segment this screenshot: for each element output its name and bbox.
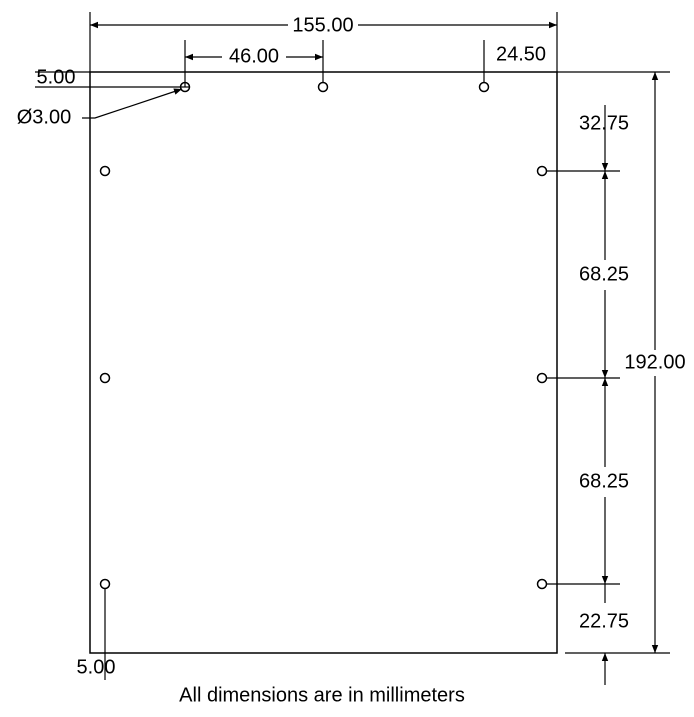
dimension-label: 22.75 xyxy=(579,610,629,632)
hole xyxy=(99,578,111,590)
hole xyxy=(478,81,490,93)
dimension-label: Ø3.00 xyxy=(17,106,71,128)
label-bg xyxy=(222,46,286,68)
dimension-label: 5.00 xyxy=(77,656,116,678)
hole xyxy=(536,165,548,177)
footnote: All dimensions are in millimeters xyxy=(179,684,465,706)
dimension-label: 192.00 xyxy=(624,351,685,373)
hole xyxy=(99,165,111,177)
label-bg xyxy=(622,350,688,376)
dimension-label: 24.50 xyxy=(496,43,546,65)
label-bg xyxy=(570,260,640,290)
dimension-label: 32.75 xyxy=(579,112,629,134)
hole xyxy=(317,81,329,93)
dimension-label: 68.25 xyxy=(579,470,629,492)
plate xyxy=(89,71,558,654)
dimension-label: 5.00 xyxy=(37,66,76,88)
dimension-label: 68.25 xyxy=(579,263,629,285)
holes xyxy=(99,81,548,590)
dimension-label: 46.00 xyxy=(229,45,279,67)
dimension-label: 155.00 xyxy=(292,14,353,36)
hole xyxy=(536,578,548,590)
label-bg xyxy=(570,467,640,497)
label-bg xyxy=(288,14,358,36)
leader-line xyxy=(82,88,183,119)
hole xyxy=(99,372,111,384)
hole xyxy=(536,372,548,384)
